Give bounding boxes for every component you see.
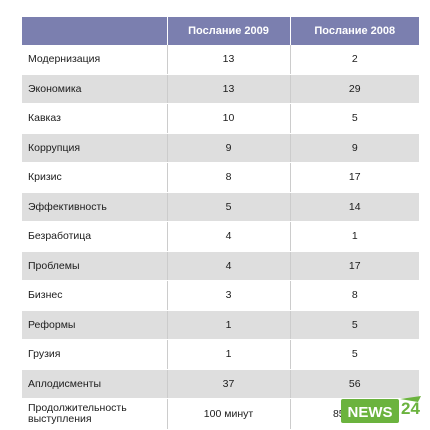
table-header-row: Послание 2009 Послание 2008 <box>22 17 419 45</box>
logo-swoosh-icon <box>400 396 421 402</box>
table-row: Эффективность 5 14 <box>22 192 419 222</box>
table-row: Реформы 1 5 <box>22 310 419 340</box>
row-label: Кавказ <box>22 103 167 134</box>
value-2009: 4 <box>166 251 290 281</box>
table-row: Грузия 1 5 <box>22 339 419 370</box>
value-2009: 8 <box>166 162 290 193</box>
value-2008: 56 <box>289 369 419 399</box>
value-2008: 1 <box>289 221 419 252</box>
table-row: Кавказ 10 5 <box>22 103 419 134</box>
logo-number: 24 <box>401 399 420 418</box>
row-label: Реформы <box>22 310 167 340</box>
row-label: Коррупция <box>22 133 167 163</box>
value-2008: 17 <box>289 162 419 193</box>
value-2009: 4 <box>166 221 290 252</box>
row-label: Аплодисменты <box>22 369 167 399</box>
value-2009: 13 <box>166 74 290 104</box>
value-2008: 5 <box>289 103 419 134</box>
row-label: Проблемы <box>22 251 167 281</box>
table-row: Проблемы 4 17 <box>22 251 419 281</box>
value-2008: 5 <box>289 339 419 370</box>
value-2009: 1 <box>166 310 290 340</box>
row-label: Модернизация <box>22 45 167 75</box>
row-label: Грузия <box>22 339 167 370</box>
row-label: Кризис <box>22 162 167 193</box>
value-2008: 29 <box>289 74 419 104</box>
value-2009: 13 <box>166 45 290 75</box>
table-row: Безработица 4 1 <box>22 221 419 252</box>
value-2008: 17 <box>289 251 419 281</box>
logo-box <box>341 399 399 423</box>
row-label: Экономика <box>22 74 167 104</box>
table-row: Продолжительность выступления 100 минут … <box>22 398 419 430</box>
value-2009: 100 минут <box>166 398 290 430</box>
value-2008: 2 <box>289 45 419 75</box>
value-2009: 1 <box>166 339 290 370</box>
value-2008: 14 <box>289 192 419 222</box>
comparison-table: Послание 2009 Послание 2008 Модернизация… <box>22 17 419 430</box>
value-2008: 8 <box>289 280 419 311</box>
row-label: Бизнес <box>22 280 167 311</box>
row-label: Безработица <box>22 221 167 252</box>
header-empty-cell <box>22 17 168 45</box>
table-row: Аплодисменты 37 56 <box>22 369 419 399</box>
value-2008: 5 <box>289 310 419 340</box>
table-row: Коррупция 9 9 <box>22 133 419 163</box>
value-2009: 37 <box>166 369 290 399</box>
table-row: Бизнес 3 8 <box>22 280 419 311</box>
table-row: Модернизация 13 2 <box>22 45 419 75</box>
row-label: Продолжительность выступления <box>22 398 167 430</box>
row-label: Эффективность <box>22 192 167 222</box>
table-row: Экономика 13 29 <box>22 74 419 104</box>
value-2009: 5 <box>166 192 290 222</box>
table-row: Кризис 8 17 <box>22 162 419 193</box>
news24-logo: NEWS 24 <box>341 396 421 423</box>
value-2009: 10 <box>166 103 290 134</box>
value-2009: 9 <box>166 133 290 163</box>
value-2009: 3 <box>166 280 290 311</box>
value-2008: 9 <box>289 133 419 163</box>
header-2009: Послание 2009 <box>167 17 291 45</box>
logo-text: NEWS <box>348 404 393 421</box>
header-2008: Послание 2008 <box>290 17 419 45</box>
